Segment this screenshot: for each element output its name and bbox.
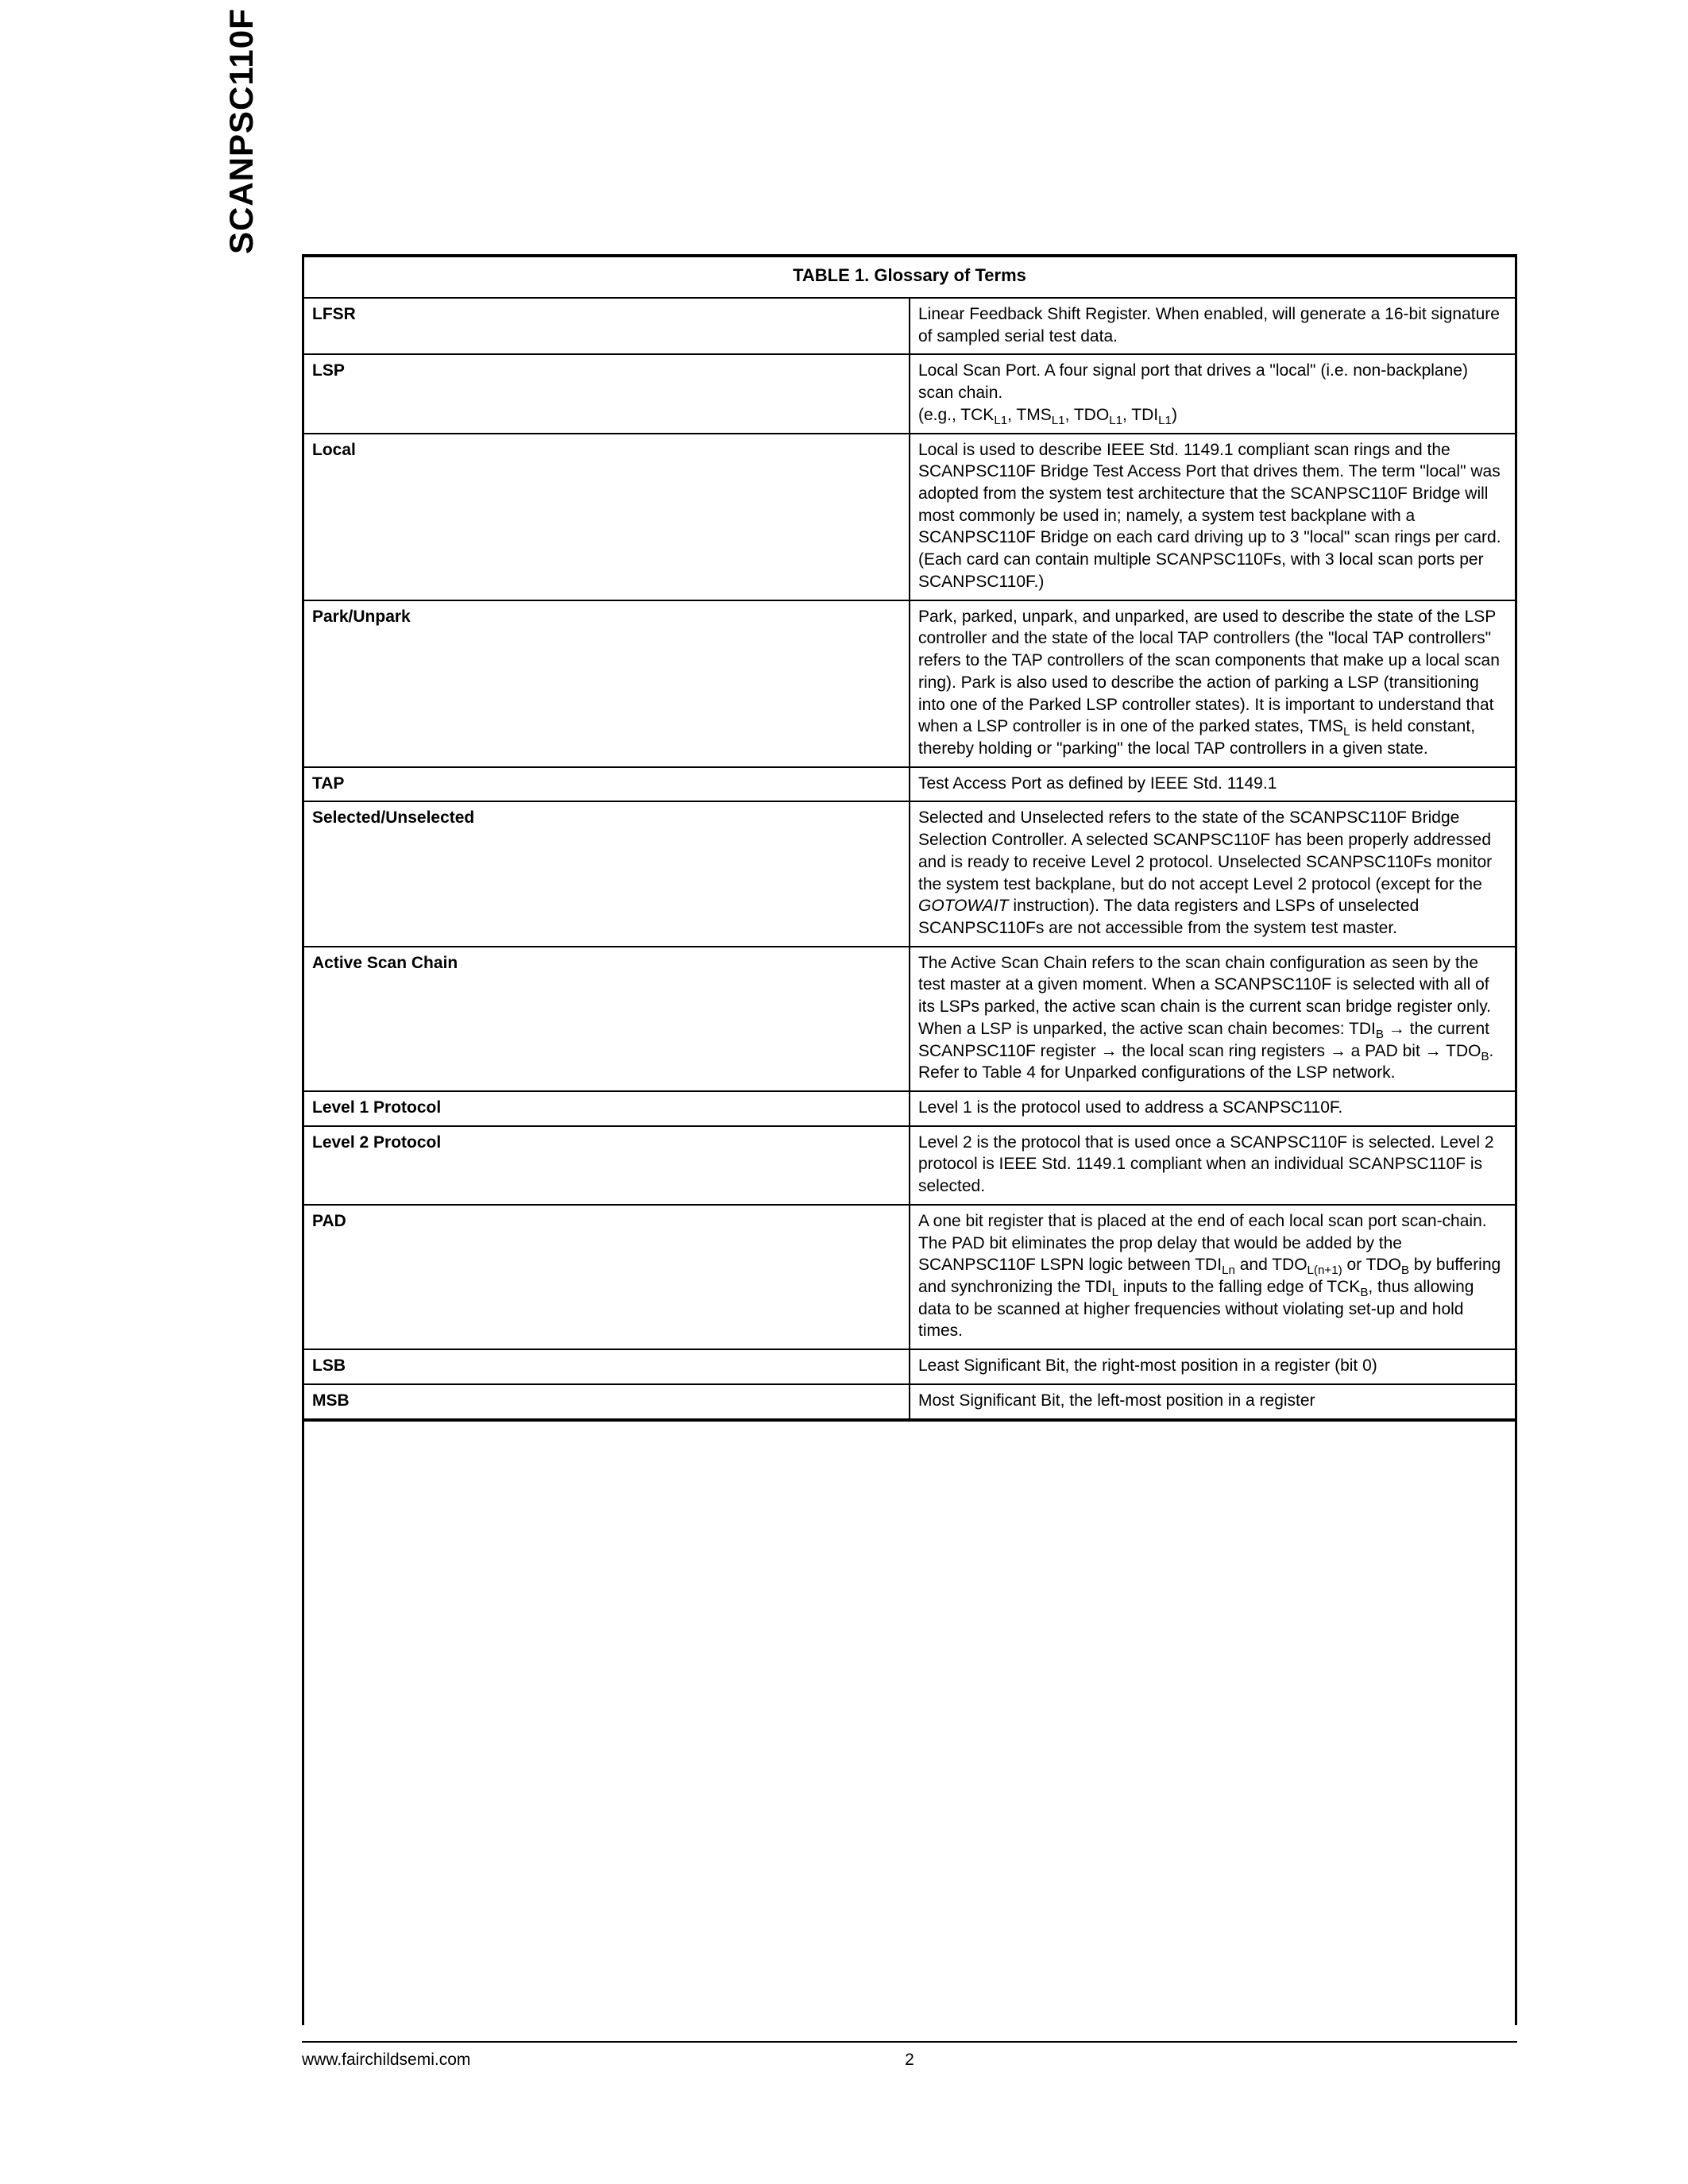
page-footer: www.fairchildsemi.com 2 . [302, 2041, 1517, 2070]
table-caption: TABLE 1. Glossary of Terms [304, 256, 1515, 298]
footer-url: www.fairchildsemi.com [302, 2051, 470, 2070]
table-row: LSPLocal Scan Port. A four signal port t… [304, 354, 1515, 433]
glossary-definition: Selected and Unselected refers to the st… [910, 801, 1515, 946]
glossary-term: Local [304, 434, 910, 600]
glossary-table: TABLE 1. Glossary of Terms LFSRLinear Fe… [304, 254, 1515, 1422]
table-row: Selected/UnselectedSelected and Unselect… [304, 801, 1515, 946]
glossary-definition: Local Scan Port. A four signal port that… [910, 354, 1515, 433]
table-row: Level 1 ProtocolLevel 1 is the protocol … [304, 1091, 1515, 1126]
footer-page-number: 2 [905, 2051, 914, 2070]
glossary-term: PAD [304, 1205, 910, 1349]
glossary-definition: Least Significant Bit, the right-most po… [910, 1349, 1515, 1384]
glossary-term: MSB [304, 1384, 910, 1420]
glossary-term: Level 2 Protocol [304, 1126, 910, 1205]
glossary-term: LFSR [304, 298, 910, 354]
part-number-sidebar: SCANPSC110F [222, 8, 261, 254]
table-row: Level 2 ProtocolLevel 2 is the protocol … [304, 1126, 1515, 1205]
table-row: TAPTest Access Port as defined by IEEE S… [304, 767, 1515, 802]
glossary-definition: Linear Feedback Shift Register. When ena… [910, 298, 1515, 354]
table-row: LSBLeast Significant Bit, the right-most… [304, 1349, 1515, 1384]
glossary-definition: A one bit register that is placed at the… [910, 1205, 1515, 1349]
glossary-body: LFSRLinear Feedback Shift Register. When… [304, 298, 1515, 1420]
glossary-definition: Local is used to describe IEEE Std. 1149… [910, 434, 1515, 600]
glossary-term: Active Scan Chain [304, 947, 910, 1091]
table-row: Park/UnparkPark, parked, unpark, and unp… [304, 600, 1515, 767]
datasheet-page: SCANPSC110F TABLE 1. Glossary of Terms L… [0, 0, 1688, 2184]
glossary-term: Park/Unpark [304, 600, 910, 767]
glossary-term: LSB [304, 1349, 910, 1384]
table-row: LocalLocal is used to describe IEEE Std.… [304, 434, 1515, 600]
glossary-definition: Most Significant Bit, the left-most posi… [910, 1384, 1515, 1420]
glossary-definition: The Active Scan Chain refers to the scan… [910, 947, 1515, 1091]
glossary-definition: Level 1 is the protocol used to address … [910, 1091, 1515, 1126]
glossary-definition: Level 2 is the protocol that is used onc… [910, 1126, 1515, 1205]
glossary-term: Level 1 Protocol [304, 1091, 910, 1126]
table-row: PADA one bit register that is placed at … [304, 1205, 1515, 1349]
glossary-term: LSP [304, 354, 910, 433]
glossary-term: Selected/Unselected [304, 801, 910, 946]
content-frame: TABLE 1. Glossary of Terms LFSRLinear Fe… [302, 254, 1517, 2025]
glossary-definition: Park, parked, unpark, and unparked, are … [910, 600, 1515, 767]
glossary-definition: Test Access Port as defined by IEEE Std.… [910, 767, 1515, 802]
table-row: Active Scan ChainThe Active Scan Chain r… [304, 947, 1515, 1091]
glossary-term: TAP [304, 767, 910, 802]
table-row: MSBMost Significant Bit, the left-most p… [304, 1384, 1515, 1420]
table-row: LFSRLinear Feedback Shift Register. When… [304, 298, 1515, 354]
